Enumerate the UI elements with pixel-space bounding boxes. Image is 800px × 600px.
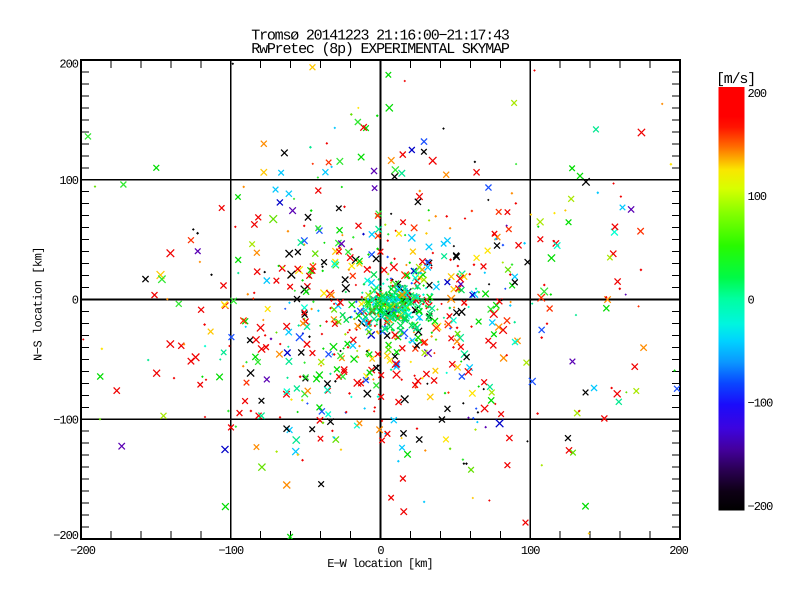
svg-text:100: 100 xyxy=(748,190,767,204)
svg-text:−200: −200 xyxy=(53,529,79,543)
svg-text:RwPretec (8p) EXPERIMENTAL SKY: RwPretec (8p) EXPERIMENTAL SKYMAP xyxy=(251,41,510,58)
svg-text:E−W location [km]: E−W location [km] xyxy=(327,557,432,571)
svg-text:−100: −100 xyxy=(748,397,774,411)
svg-text:−200: −200 xyxy=(70,544,96,558)
svg-text:N−S location [km]: N−S location [km] xyxy=(32,247,46,361)
svg-text:100: 100 xyxy=(59,174,78,188)
svg-text:Tromsø 20141223 21:16:00−21:17: Tromsø 20141223 21:16:00−21:17:43 xyxy=(251,28,510,45)
svg-text:200: 200 xyxy=(669,544,688,558)
svg-text:[m/s]: [m/s] xyxy=(716,71,755,88)
svg-text:0: 0 xyxy=(377,544,384,558)
svg-text:−200: −200 xyxy=(748,500,774,514)
svg-text:0: 0 xyxy=(72,294,79,308)
svg-text:200: 200 xyxy=(748,87,767,101)
svg-text:100: 100 xyxy=(521,544,540,558)
svg-text:0: 0 xyxy=(748,293,755,307)
svg-text:−100: −100 xyxy=(53,413,79,427)
svg-text:−100: −100 xyxy=(218,544,244,558)
svg-text:200: 200 xyxy=(59,58,78,72)
